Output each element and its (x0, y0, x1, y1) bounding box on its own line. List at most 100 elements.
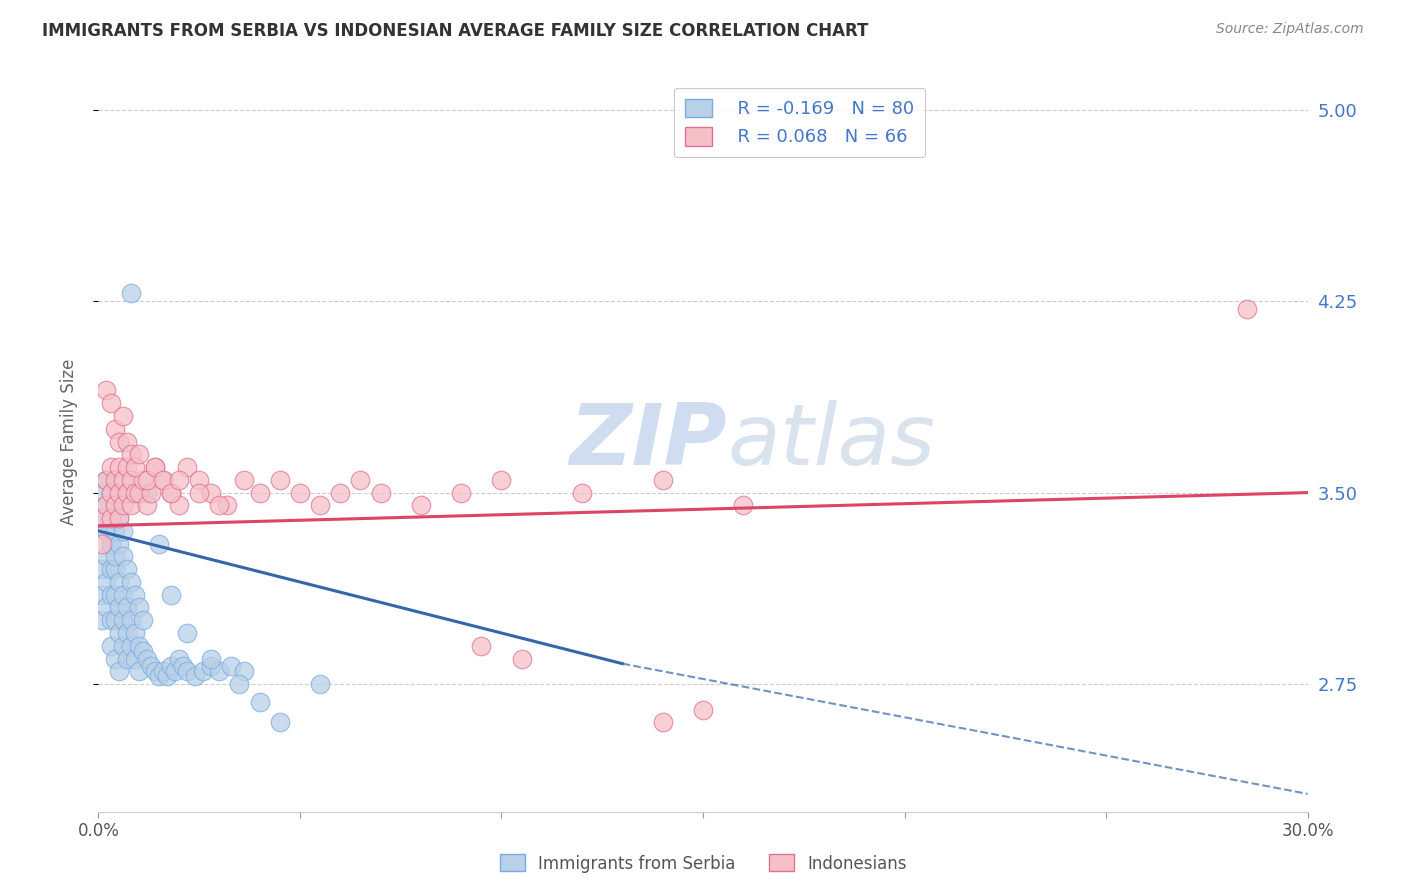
Point (221, 659, 243, 673)
Point (124, 485, 146, 500)
Point (111, 473, 134, 487)
Point (249, 485, 271, 500)
Point (450, 485, 472, 500)
Text: atlas: atlas (727, 400, 935, 483)
Point (349, 473, 371, 487)
Y-axis label: Average Family Size: Average Family Size (59, 359, 77, 524)
Point (107, 536, 129, 550)
Point (111, 409, 134, 423)
Point (96, 499, 118, 513)
Point (111, 549, 134, 564)
Point (107, 511, 129, 525)
Point (124, 588, 146, 602)
Point (167, 651, 190, 665)
Point (309, 499, 332, 513)
Point (111, 639, 134, 653)
Point (188, 473, 211, 487)
Point (135, 651, 157, 665)
Point (160, 588, 183, 602)
Point (143, 460, 166, 475)
Point (152, 473, 174, 487)
Point (193, 665, 215, 679)
Point (148, 669, 170, 683)
Point (96, 600, 118, 615)
Point (100, 536, 122, 550)
Point (96, 384, 118, 398)
Point (571, 485, 593, 500)
Point (107, 511, 129, 525)
Point (139, 485, 162, 500)
Point (156, 669, 179, 683)
Point (115, 600, 138, 615)
Point (269, 715, 291, 730)
Point (103, 499, 125, 513)
Point (510, 651, 533, 665)
Point (208, 665, 231, 679)
Point (103, 613, 125, 627)
Point (167, 473, 190, 487)
Point (188, 485, 211, 500)
Point (100, 485, 122, 500)
Point (107, 626, 129, 640)
Point (96, 549, 118, 564)
Point (100, 536, 122, 550)
Point (309, 677, 332, 691)
Point (103, 651, 125, 665)
Point (96, 473, 118, 487)
Point (176, 665, 198, 679)
Point (249, 695, 271, 709)
Point (91, 485, 114, 500)
Point (128, 447, 150, 461)
Point (107, 485, 129, 500)
Point (103, 562, 125, 576)
Point (96, 473, 118, 487)
Point (115, 434, 138, 449)
Point (91, 588, 114, 602)
Point (491, 473, 513, 487)
Text: ZIP: ZIP (569, 400, 727, 483)
Point (651, 473, 673, 487)
Point (115, 651, 138, 665)
Point (107, 460, 129, 475)
Point (103, 473, 125, 487)
Point (232, 473, 254, 487)
Point (163, 665, 186, 679)
Point (115, 485, 138, 500)
Point (288, 485, 311, 500)
Point (143, 665, 166, 679)
Point (143, 460, 166, 475)
Point (160, 659, 183, 673)
Point (120, 613, 142, 627)
Point (100, 511, 122, 525)
Point (132, 644, 155, 658)
Point (124, 626, 146, 640)
Point (160, 485, 183, 500)
Point (470, 639, 492, 653)
Point (120, 447, 142, 461)
Point (176, 626, 198, 640)
Point (111, 588, 134, 602)
Point (100, 562, 122, 576)
Point (128, 485, 150, 500)
Point (120, 574, 142, 589)
Legend:   R = -0.169   N = 80,   R = 0.068   N = 66: R = -0.169 N = 80, R = 0.068 N = 66 (673, 87, 925, 157)
Point (115, 460, 138, 475)
Point (132, 473, 155, 487)
Point (100, 485, 122, 500)
Point (91, 511, 114, 525)
Point (103, 524, 125, 538)
Point (329, 485, 352, 500)
Point (139, 659, 162, 673)
Point (733, 499, 755, 513)
Point (217, 499, 239, 513)
Point (96, 499, 118, 513)
Point (148, 536, 170, 550)
Point (200, 485, 222, 500)
Point (111, 613, 134, 627)
Point (120, 499, 142, 513)
Point (124, 651, 146, 665)
Point (651, 715, 673, 730)
Point (370, 485, 392, 500)
Point (103, 422, 125, 436)
Point (96, 524, 118, 538)
